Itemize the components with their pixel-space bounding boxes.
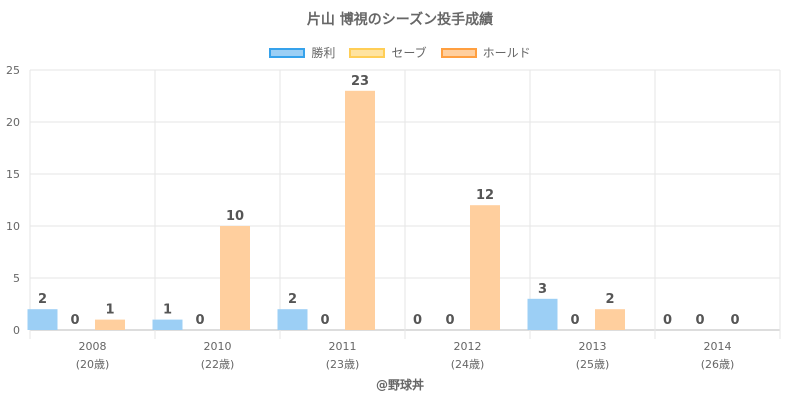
x-tick-sublabel: (20歳) [76,358,110,371]
x-tick-sublabel: (25歳) [576,358,610,371]
x-tick-sublabel: (24歳) [451,358,485,371]
y-tick-label: 0 [13,324,20,337]
legend-item-wins[interactable]: 勝利 [269,44,335,61]
legend-swatch-holds [440,47,477,58]
data-label: 1 [105,303,114,318]
data-label: 0 [413,313,422,328]
data-label: 0 [445,313,454,328]
data-label: 0 [320,313,329,328]
chart-title: 片山 博視のシーズン投手成績 [306,12,494,28]
y-tick-label: 10 [6,220,20,233]
data-label: 2 [38,292,47,307]
data-label: 0 [570,313,579,328]
bar [345,90,375,330]
bar [527,298,558,330]
data-label: 3 [538,282,547,297]
legend-swatch-saves [349,47,386,58]
legend-label-holds: ホールド [482,46,531,60]
bar [277,309,308,330]
data-label: 2 [288,292,297,307]
legend-item-saves[interactable]: セーブ [349,44,427,61]
bar [595,309,625,330]
bar [220,226,250,330]
y-tick-label: 15 [6,168,20,181]
data-label: 23 [351,74,369,89]
y-tick-label: 20 [6,116,20,129]
bar [95,319,125,330]
legend-label-saves: セーブ [391,46,427,60]
x-tick-label: 2011 [329,340,357,353]
data-label: 0 [663,313,672,328]
data-label: 10 [226,209,244,224]
x-tick-label: 2008 [79,340,107,353]
data-label: 1 [163,303,172,318]
data-label: 0 [730,313,739,328]
x-tick-sublabel: (23歳) [326,358,360,371]
data-label: 0 [70,313,79,328]
y-tick-label: 5 [13,272,20,285]
x-tick-label: 2012 [454,340,482,353]
y-tick-label: 25 [6,64,20,77]
x-tick-label: 2013 [579,340,607,353]
bar [152,319,183,330]
legend-item-holds[interactable]: ホールド [440,44,531,61]
bar [27,309,58,330]
x-tick-label: 2014 [704,340,732,353]
bar [470,205,500,330]
data-label: 2 [605,292,614,307]
credit: @野球丼 [375,378,424,392]
data-label: 0 [695,313,704,328]
data-label: 12 [476,188,494,203]
legend-label-wins: 勝利 [311,46,336,60]
legend-swatch-wins [269,47,306,58]
data-label: 0 [195,313,204,328]
legend: 勝利 セーブ ホールド [0,44,800,61]
x-tick-label: 2010 [204,340,232,353]
x-tick-sublabel: (22歳) [201,358,235,371]
x-tick-sublabel: (26歳) [701,358,735,371]
